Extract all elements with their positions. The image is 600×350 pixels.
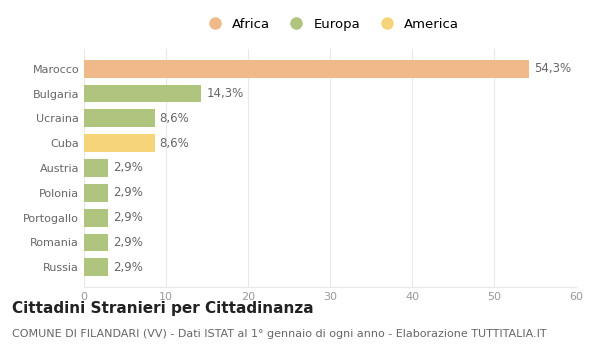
Text: 2,9%: 2,9%	[113, 186, 143, 199]
Text: 2,9%: 2,9%	[113, 261, 143, 274]
Text: Cittadini Stranieri per Cittadinanza: Cittadini Stranieri per Cittadinanza	[12, 301, 314, 316]
Bar	[84, 159, 108, 177]
Bar	[84, 134, 155, 152]
Bar	[84, 233, 108, 251]
Text: 14,3%: 14,3%	[206, 87, 244, 100]
Bar	[84, 258, 108, 276]
Text: 54,3%: 54,3%	[534, 62, 571, 75]
Bar	[84, 60, 529, 78]
Text: COMUNE DI FILANDARI (VV) - Dati ISTAT al 1° gennaio di ogni anno - Elaborazione : COMUNE DI FILANDARI (VV) - Dati ISTAT al…	[12, 329, 547, 339]
Bar	[84, 110, 155, 127]
Text: 2,9%: 2,9%	[113, 161, 143, 175]
Bar	[84, 85, 201, 103]
Text: 8,6%: 8,6%	[160, 137, 189, 150]
Bar	[84, 209, 108, 226]
Legend: Africa, Europa, America: Africa, Europa, America	[196, 13, 464, 36]
Text: 2,9%: 2,9%	[113, 211, 143, 224]
Bar	[84, 184, 108, 202]
Text: 2,9%: 2,9%	[113, 236, 143, 249]
Text: 8,6%: 8,6%	[160, 112, 189, 125]
